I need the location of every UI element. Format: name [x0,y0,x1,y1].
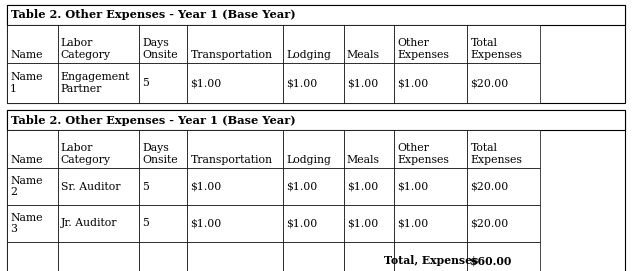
Bar [344,168,394,205]
Text: $1.00: $1.00 [190,78,222,88]
Text: Name
3: Name 3 [10,213,42,234]
Text: Name: Name [10,50,42,60]
Bar [139,242,188,271]
Bar [394,242,467,271]
Bar [7,168,58,205]
Text: $1.00: $1.00 [398,78,429,88]
Bar [7,110,625,271]
Bar [394,25,467,63]
Bar [283,205,344,242]
Text: Transportation: Transportation [190,155,273,165]
Bar [283,242,344,271]
Text: $1.00: $1.00 [286,78,318,88]
Bar [467,63,540,103]
Text: Lodging: Lodging [286,50,331,60]
Text: Name
2: Name 2 [10,176,42,197]
Bar [58,205,139,242]
Text: $1.00: $1.00 [398,182,429,192]
Bar [7,25,58,63]
Bar [188,130,283,168]
Bar [188,63,283,103]
Bar [467,242,540,271]
Text: $20.00: $20.00 [470,182,508,192]
Text: 5: 5 [142,182,149,192]
Bar [188,168,283,205]
Bar [283,168,344,205]
Bar [394,205,467,242]
Bar [188,205,283,242]
Text: 5: 5 [142,78,149,88]
Bar [139,130,188,168]
Text: Meals: Meals [347,155,380,165]
Text: Days
Onsite: Days Onsite [142,143,178,165]
Bar [7,110,625,130]
Text: $1.00: $1.00 [190,218,222,228]
Text: Days
Onsite: Days Onsite [142,38,178,60]
Text: Transportation: Transportation [190,50,273,60]
Text: Labor
Category: Labor Category [61,38,111,60]
Bar [283,63,344,103]
Bar [58,63,139,103]
Bar [58,242,139,271]
Bar [467,25,540,63]
Bar [7,130,58,168]
Text: Meals: Meals [347,50,380,60]
Text: Engagement
Partner: Engagement Partner [61,72,130,94]
Bar [344,242,394,271]
Bar [394,168,467,205]
Bar [7,5,625,103]
Bar [344,205,394,242]
Text: Sr. Auditor: Sr. Auditor [61,182,120,192]
Bar [467,205,540,242]
Text: Lodging: Lodging [286,155,331,165]
Bar [58,25,139,63]
Text: $1.00: $1.00 [347,218,378,228]
Bar [394,63,467,103]
Bar [344,130,394,168]
Bar [188,242,283,271]
Text: Table 2. Other Expenses - Year 1 (Base Year): Table 2. Other Expenses - Year 1 (Base Y… [11,9,295,21]
Text: Total
Expenses: Total Expenses [470,143,522,165]
Text: $1.00: $1.00 [286,218,318,228]
Bar [344,25,394,63]
Text: $1.00: $1.00 [398,218,429,228]
Text: Labor
Category: Labor Category [61,143,111,165]
Text: $1.00: $1.00 [190,182,222,192]
Text: $20.00: $20.00 [470,78,508,88]
Text: Other
Expenses: Other Expenses [398,143,450,165]
Text: $1.00: $1.00 [286,182,318,192]
Bar [394,130,467,168]
Bar [344,63,394,103]
Text: 5: 5 [142,218,149,228]
Bar [7,205,58,242]
Text: $1.00: $1.00 [347,78,378,88]
Bar [7,242,58,271]
Bar [7,5,625,25]
Text: Total
Expenses: Total Expenses [470,38,522,60]
Bar [139,63,188,103]
Text: $1.00: $1.00 [347,182,378,192]
Bar [58,168,139,205]
Text: Name
1: Name 1 [10,72,42,94]
Text: Total, Expenses: Total, Expenses [384,255,478,266]
Bar [7,63,58,103]
Bar [139,25,188,63]
Bar [139,205,188,242]
Bar [139,168,188,205]
Bar [283,130,344,168]
Bar [58,130,139,168]
Text: Jr. Auditor: Jr. Auditor [61,218,117,228]
Text: $60.00: $60.00 [470,255,512,266]
Bar [188,25,283,63]
Text: Table 2. Other Expenses - Year 1 (Base Year): Table 2. Other Expenses - Year 1 (Base Y… [11,115,295,125]
Bar [467,168,540,205]
Bar [467,130,540,168]
Text: Other
Expenses: Other Expenses [398,38,450,60]
Bar [283,25,344,63]
Text: Name: Name [10,155,42,165]
Text: $20.00: $20.00 [470,218,508,228]
